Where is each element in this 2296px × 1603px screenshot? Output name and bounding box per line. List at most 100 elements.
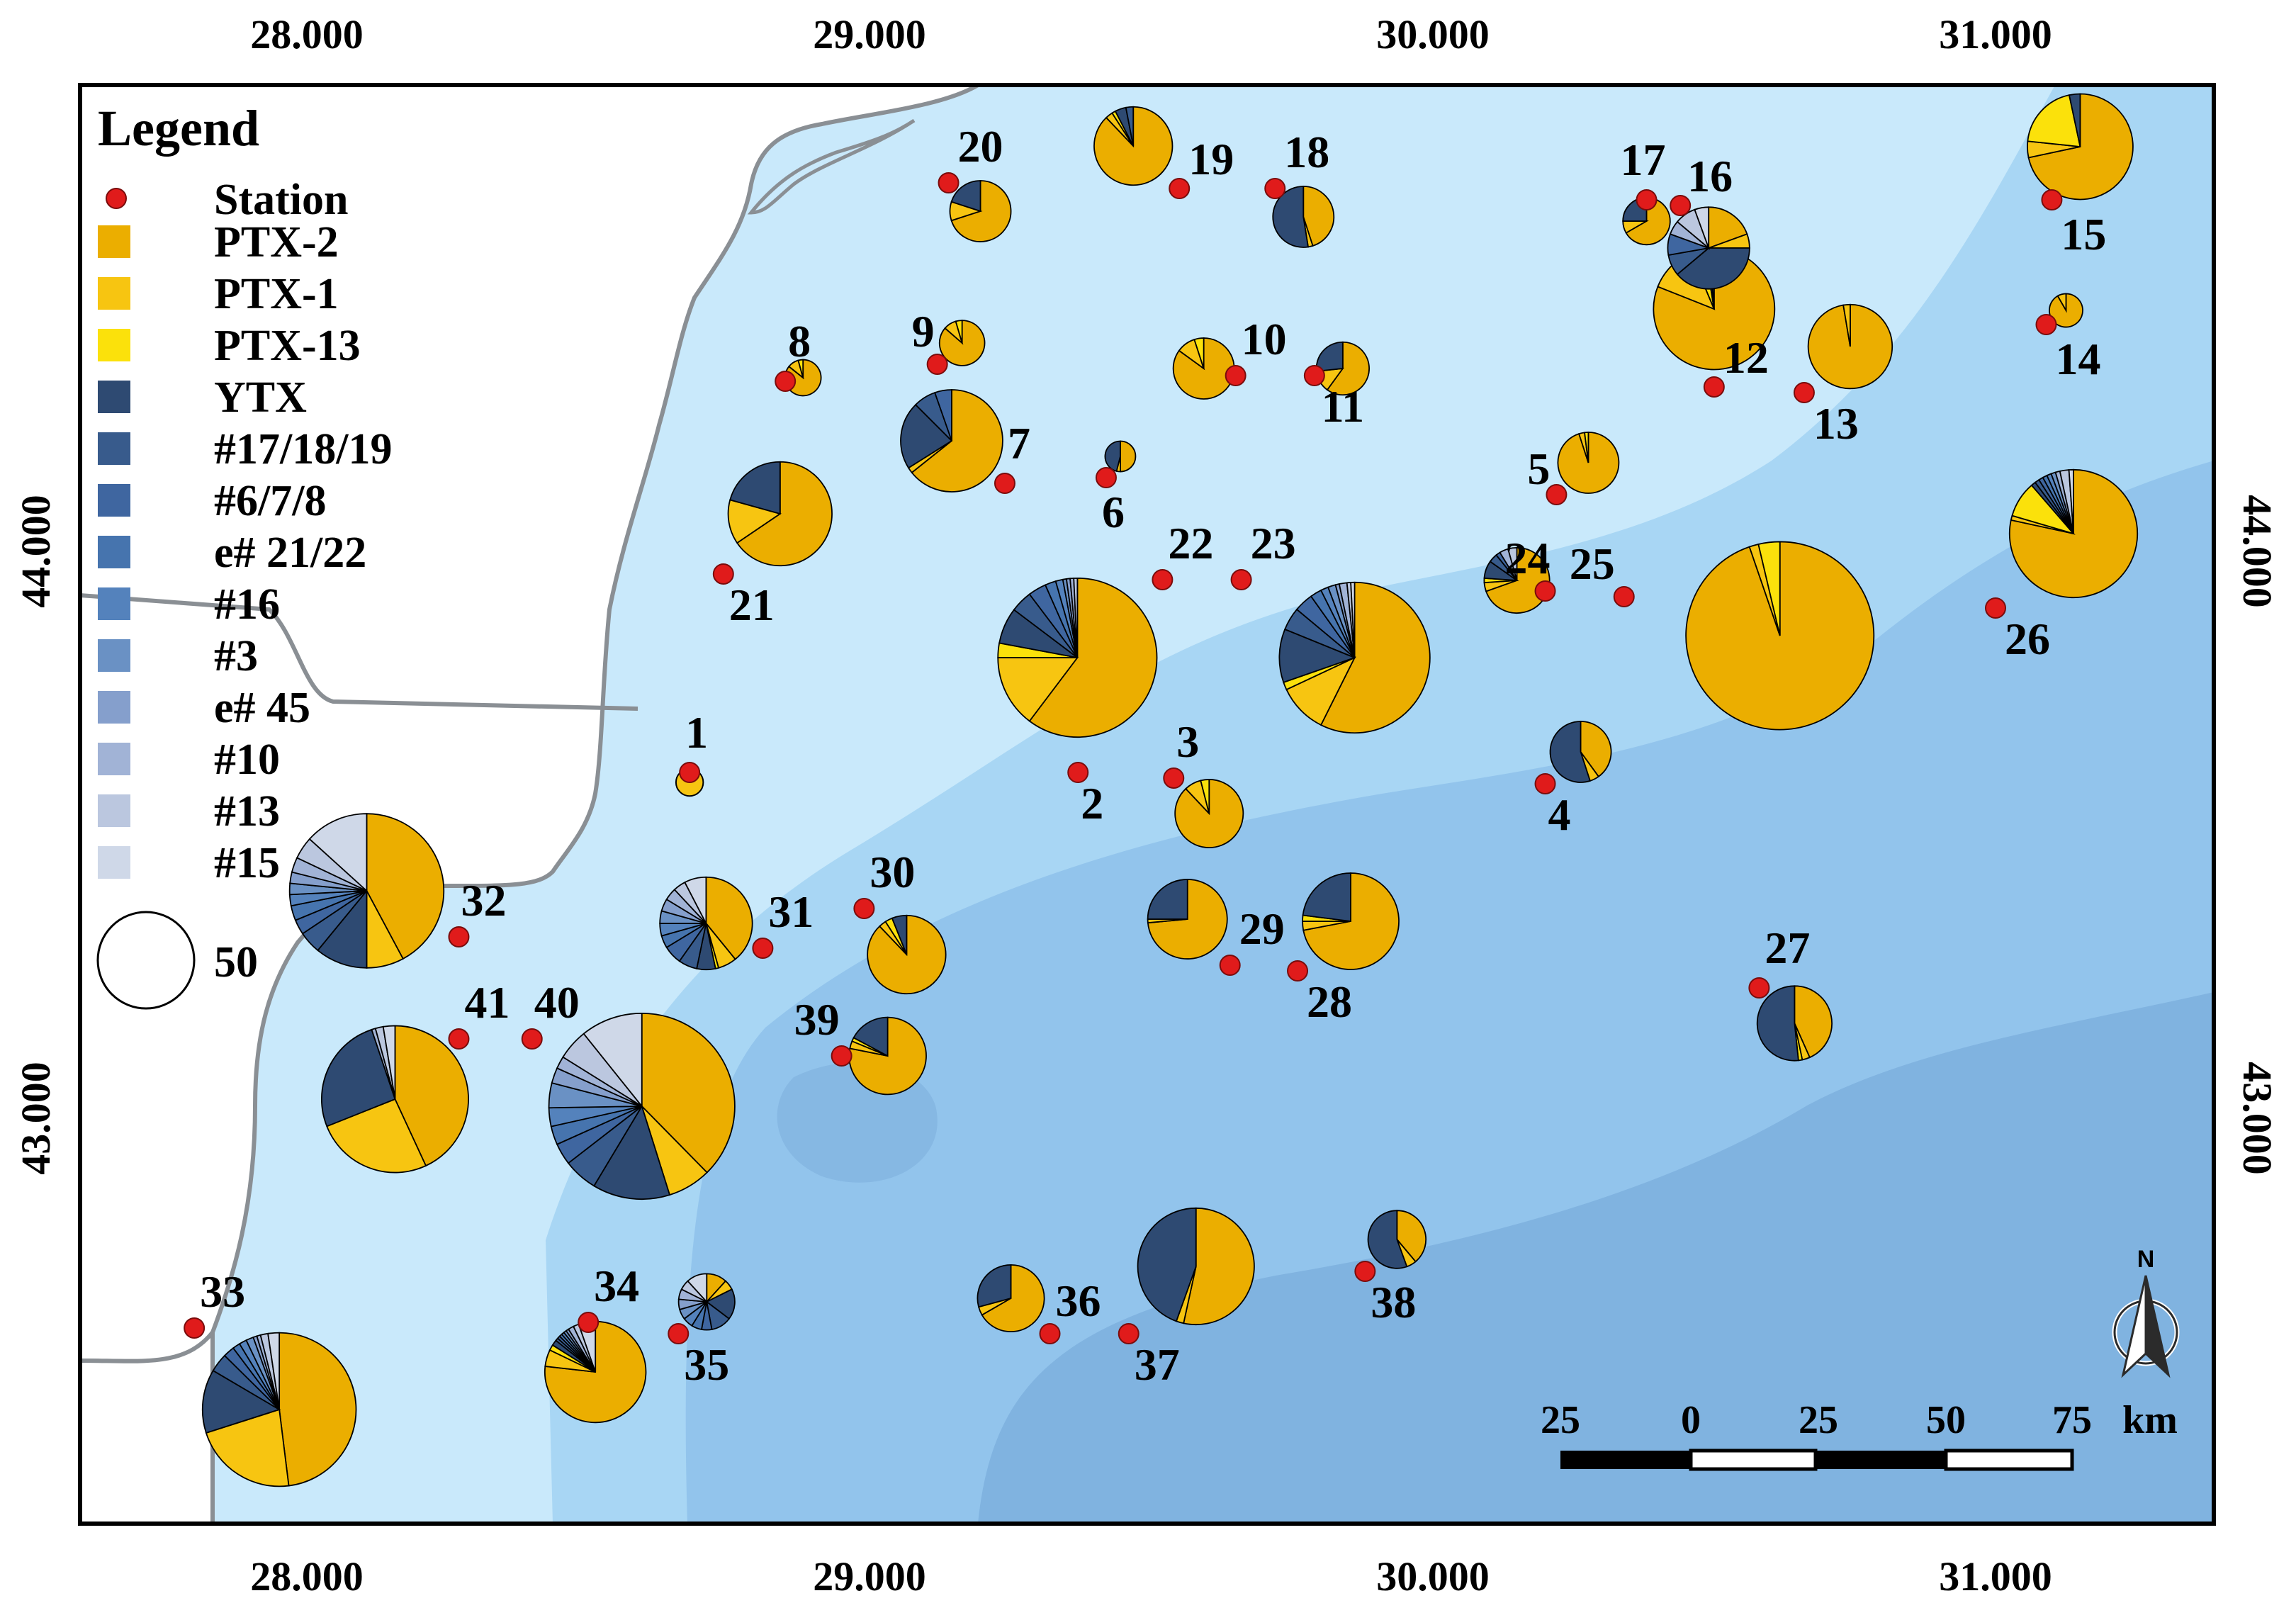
station-dot-12 — [1703, 376, 1725, 398]
pie-slice — [308, 813, 368, 893]
pie-slice — [1137, 1207, 1197, 1322]
station-label: 4 — [1548, 789, 1571, 840]
pie-slice — [911, 389, 1003, 493]
station-dot-34 — [578, 1312, 600, 1333]
pie-slice — [1367, 1210, 1408, 1269]
station-label: 2 — [1081, 778, 1103, 828]
legend-item-label: PTX-2 — [214, 218, 339, 266]
scale-seg-black — [1560, 1451, 1691, 1469]
bottom-axis-label: 31.000 — [1939, 1553, 2052, 1599]
station-label: 29 — [1239, 904, 1285, 954]
pie-slice — [934, 389, 952, 441]
station-label: 40 — [534, 977, 580, 1028]
legend-item-label: #3 — [214, 632, 258, 680]
station-pie-18 — [1272, 186, 1335, 248]
pie-slice — [1125, 106, 1135, 147]
pie-slice — [382, 1025, 396, 1100]
pie-slice — [981, 1264, 1045, 1332]
station-pie-29 — [1147, 879, 1228, 960]
legend-item-label: PTX-13 — [214, 322, 361, 370]
station-label: 15 — [2061, 209, 2106, 259]
pie-slice — [1147, 879, 1188, 920]
pie-slice — [955, 320, 963, 344]
pie-slice — [1028, 577, 1158, 738]
pie-slice — [977, 1264, 1012, 1308]
pie-slice — [1708, 206, 1748, 249]
legend-swatch — [98, 381, 130, 413]
station-label: 6 — [1102, 487, 1125, 537]
legend-size-label: 50 — [214, 938, 258, 986]
station-dot-19 — [1169, 178, 1191, 199]
station-pie-7 — [900, 389, 1003, 493]
station-dot-11 — [1303, 365, 1325, 386]
station-pie-5 — [1557, 432, 1620, 494]
station-dot-7 — [994, 473, 1015, 494]
top-axis-label: 30.000 — [1376, 11, 1490, 57]
station-pie-17 — [1622, 196, 1671, 246]
axis-top: 28.000 29.000 30.000 31.000 — [250, 11, 2052, 57]
scale-bar: 25 0 25 50 75 km — [1541, 1398, 2178, 1471]
pie-slice — [1396, 1210, 1427, 1263]
station-pie-35 — [677, 1273, 736, 1331]
station-dot-29 — [1219, 955, 1241, 976]
pie-slice — [267, 1332, 281, 1410]
legend-item-label: #16 — [214, 580, 280, 629]
pie-slice — [852, 1016, 889, 1057]
station-pie-21 — [727, 461, 833, 567]
station-label: 33 — [200, 1266, 245, 1317]
scale-tick-label: 50 — [1926, 1398, 1966, 1442]
station-label: 14 — [2055, 334, 2100, 384]
border-line — [80, 593, 638, 711]
station-pie-6 — [1104, 440, 1137, 473]
station-dot-36 — [1039, 1323, 1061, 1344]
station-label: 22 — [1168, 518, 1213, 568]
pie-slice — [705, 876, 753, 960]
scale-tick-label: 25 — [1541, 1398, 1580, 1442]
legend-swatch — [98, 691, 130, 724]
pie-slice — [278, 1332, 357, 1487]
station-dot-6 — [1095, 467, 1117, 488]
station-pie-26 — [2008, 468, 2139, 599]
station-label: 3 — [1176, 716, 1199, 767]
station-pie-3 — [1174, 779, 1244, 848]
bottom-axis-label: 28.000 — [250, 1553, 364, 1599]
scale-unit-label: km — [2122, 1398, 2178, 1442]
pie-slice — [687, 1273, 708, 1304]
land-inlet — [747, 118, 916, 215]
station-pie-11 — [1315, 341, 1370, 396]
station-pie-28 — [1302, 872, 1400, 970]
pie-slice — [1319, 581, 1431, 734]
pie-slice — [2049, 293, 2083, 328]
station-pie-19 — [1093, 106, 1174, 186]
pie-slice — [1120, 440, 1137, 473]
bottom-axis-label: 30.000 — [1376, 1553, 1490, 1599]
scale-seg-black — [1816, 1451, 1946, 1469]
station-label: 36 — [1056, 1276, 1101, 1326]
pie-slice — [1794, 985, 1833, 1059]
station-dot-22 — [1152, 569, 1174, 590]
pie-slice — [2056, 293, 2067, 313]
station-pie-33 — [201, 1332, 357, 1487]
legend-item-label: #15 — [214, 839, 280, 887]
pie-slice — [593, 1104, 671, 1200]
scale-seg-white — [1689, 1449, 1818, 1471]
station-dot-30 — [853, 898, 875, 919]
pie-slice — [1183, 1207, 1255, 1326]
station-pie-41 — [321, 1025, 469, 1174]
station-dot-10 — [1225, 365, 1247, 386]
pie-slice — [891, 914, 908, 955]
scale-tick-label: 75 — [2052, 1398, 2092, 1442]
station-dot-16 — [1670, 195, 1692, 216]
legend-swatch — [98, 846, 130, 879]
pie-slice — [736, 461, 833, 567]
scale-tick-label: 25 — [1799, 1398, 1838, 1442]
right-axis-label: 44.000 — [2234, 495, 2280, 608]
pie-slice — [1507, 546, 1518, 581]
station-dot-4 — [1534, 773, 1556, 794]
station-pie-25 — [1685, 541, 1875, 731]
pie-slice — [641, 1012, 736, 1174]
pie-slice — [1584, 432, 1589, 463]
legend-item-label: #6/7/8 — [214, 477, 326, 525]
